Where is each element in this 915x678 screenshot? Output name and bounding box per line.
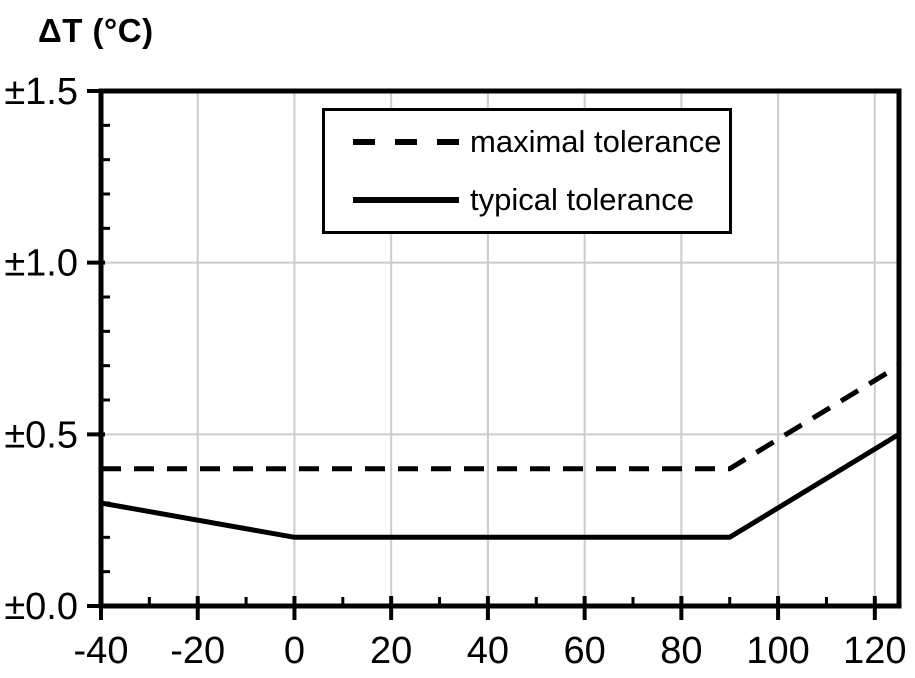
x-tick-label: 80 [660, 630, 702, 672]
chart-title: ΔT (°C) [38, 12, 154, 49]
x-tick-label: 100 [746, 630, 809, 672]
legend-label-typical-tolerance: typical tolerance [470, 182, 695, 217]
legend-item-maximal-tolerance: maximal tolerance [325, 124, 729, 160]
x-tick-label: 0 [284, 630, 305, 672]
x-tick-label: -40 [74, 630, 129, 672]
y-tick-label: ±0.5 [4, 414, 78, 456]
y-tick-label: ±0.0 [4, 586, 78, 628]
x-tick-label: 120 [843, 630, 906, 672]
x-tick-label: -20 [170, 630, 225, 672]
solid-line-sample-icon [353, 197, 459, 203]
series-line-solid [100, 432, 901, 540]
y-tick-label: ±1.5 [4, 71, 78, 113]
x-tick-label: 20 [370, 630, 412, 672]
dashed-line-sample-icon [353, 139, 459, 145]
legend-label-maximal-tolerance: maximal tolerance [470, 124, 722, 159]
series-line-dashed [101, 363, 901, 472]
x-tick-label: 40 [467, 630, 509, 672]
plot-frame [98, 88, 902, 609]
legend-item-typical-tolerance: typical tolerance [325, 182, 729, 218]
y-tick-label: ±1.0 [4, 243, 78, 285]
legend: maximal tolerance typical tolerance [322, 108, 732, 234]
x-tick-label: 60 [563, 630, 605, 672]
